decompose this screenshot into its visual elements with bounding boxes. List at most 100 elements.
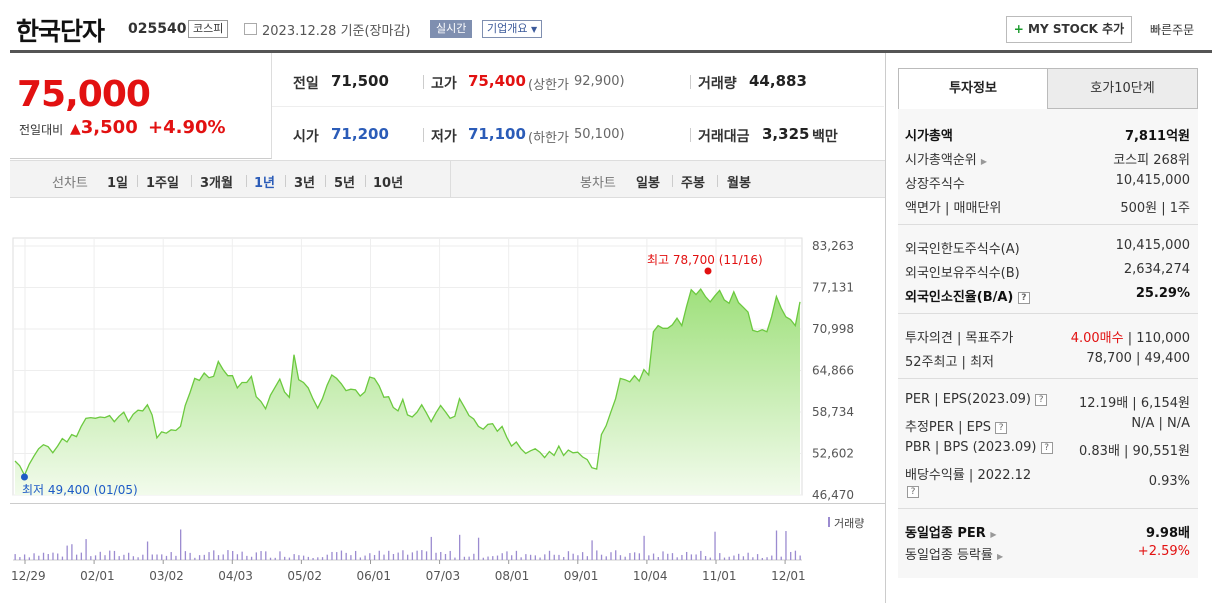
y-tick-label: 70,998 — [812, 322, 854, 336]
volume-bar — [511, 555, 513, 560]
chevron-right-icon: ▶ — [980, 157, 988, 166]
volume-bar — [104, 555, 106, 560]
tab-monthly[interactable]: 월봉 — [727, 176, 751, 191]
price-chart[interactable]: 83,263 77,131 70,998 64,866 58,734 52,602 46,4… — [10, 210, 885, 595]
volume-value: 44,883 — [749, 72, 807, 90]
volume-bar — [525, 554, 527, 560]
tab-1w[interactable]: 1주일 — [146, 176, 179, 191]
x-tick-label: 11/01 — [702, 569, 737, 583]
volume-bar — [198, 555, 201, 560]
quick-order-link[interactable]: 빠른주문 — [1150, 23, 1195, 37]
volume-bar — [449, 550, 451, 560]
tab-3y[interactable]: 3년 — [294, 176, 316, 191]
x-axis-labels: 12/29 02/01 03/02 04/03 05/02 06/01 07/03 08/01… — [11, 560, 806, 583]
volume-bar — [170, 552, 172, 560]
volume-bar — [127, 552, 130, 560]
volume-bar — [690, 554, 693, 560]
volume-bar — [411, 552, 414, 560]
add-mystock-button[interactable]: + MY STOCK 추가 — [1006, 16, 1132, 43]
help-icon[interactable]: ? — [995, 421, 1008, 434]
tab-5y[interactable]: 5년 — [334, 176, 356, 191]
volume-bar — [189, 552, 191, 560]
volume-bar — [378, 550, 380, 560]
chevron-down-icon: ▼ — [530, 25, 538, 34]
tab-3m[interactable]: 3개월 — [200, 176, 233, 191]
stock-code: 025540 — [128, 21, 187, 37]
x-tick-label: 07/03 — [426, 569, 461, 583]
company-info-dropdown[interactable]: 기업개요 ▼ — [482, 20, 543, 38]
low-annotation: 최저 49,400 (01/05) — [22, 483, 138, 497]
volume-bar — [250, 556, 253, 560]
volume-bar — [799, 555, 801, 560]
sector-change-value: +2.59% — [1137, 544, 1190, 559]
header-divider — [10, 50, 1212, 53]
volume-bar — [643, 535, 645, 560]
open-value: 71,200 — [331, 125, 389, 143]
volume-bar — [581, 552, 584, 560]
diff-amount-value: 3,500 — [80, 117, 138, 138]
volume-bar — [477, 537, 480, 560]
volume-bar — [520, 557, 522, 560]
volume-bar — [463, 556, 466, 560]
help-icon[interactable]: ? — [1040, 441, 1053, 454]
separator — [285, 175, 286, 187]
tab-1d[interactable]: 1일 — [107, 176, 129, 191]
volume-bar — [132, 556, 135, 560]
volume-bar — [42, 552, 45, 560]
volume-bar — [364, 555, 366, 560]
volume-bar — [444, 553, 447, 560]
tab-10y[interactable]: 10년 — [373, 176, 404, 191]
sector-change-label[interactable]: 동일업종 등락률 ▶ — [905, 544, 1003, 563]
tab-1y[interactable]: 1년 — [254, 176, 276, 191]
volume-bar — [288, 557, 291, 560]
sector-per-label[interactable]: 동일업종 PER ▶ — [905, 522, 996, 541]
dividend-label: 배당수익률 | 2022.12 — [905, 468, 1032, 483]
volume-bar — [203, 554, 205, 560]
volume-bar — [492, 556, 494, 560]
market-cap-rank-label[interactable]: 시가총액순위 ▶ — [905, 149, 987, 168]
chart-area-layer — [10, 288, 885, 561]
volume-bar — [326, 554, 328, 560]
low-label: 저가 — [431, 129, 457, 145]
volume-bar — [775, 530, 778, 560]
foreign-limit-label: 외국인한도주식수(A) — [905, 242, 1020, 257]
opinion-value: 4.00매수 | 110,000 — [1040, 327, 1190, 346]
volume-bar — [515, 550, 518, 560]
pbr-bps-value: 0.83배 | 90,551원 — [1079, 444, 1190, 459]
diff-percent: +4.90% — [148, 117, 226, 138]
amount-label: 거래대금 — [698, 129, 750, 145]
per-eps-label: PER | EPS(2023.09) ? — [905, 392, 1048, 407]
market-cap-value: 7,811억원 — [1124, 129, 1190, 144]
volume-bar — [695, 554, 697, 560]
volume-bar — [790, 551, 792, 560]
volume-bar — [317, 557, 319, 560]
realtime-badge[interactable]: 실시간 — [430, 20, 473, 38]
volume-bar — [383, 554, 385, 560]
tab-investment-info[interactable]: 투자정보 — [898, 68, 1048, 109]
x-tick-label: 10/04 — [633, 569, 668, 583]
volume-bar — [610, 552, 612, 560]
y-tick-label: 58,734 — [812, 405, 854, 419]
volume-bar — [454, 557, 456, 560]
per-eps-value: 12.19배 | 6,154원 — [1079, 396, 1190, 411]
y-tick-label: 77,131 — [812, 281, 854, 295]
separator — [423, 128, 424, 142]
foreign-ratio-value: 25.29% — [1135, 286, 1190, 301]
tab-order-book[interactable]: 호가10단계 — [1047, 68, 1198, 109]
help-icon[interactable]: ? — [907, 486, 919, 498]
tab-weekly[interactable]: 주봉 — [681, 176, 705, 191]
price-line — [14, 288, 801, 477]
volume-bar — [80, 552, 83, 560]
separator — [137, 175, 138, 187]
high-label: 고가 — [431, 76, 457, 92]
volume-bar — [345, 552, 347, 560]
help-icon[interactable]: ? — [1017, 291, 1030, 304]
tab-daily[interactable]: 일봉 — [636, 176, 660, 191]
y-tick-label: 83,263 — [812, 239, 854, 253]
market-cap-rank-text: 시가총액순위 — [905, 153, 977, 168]
volume-bar — [586, 556, 588, 560]
help-icon[interactable]: ? — [1035, 393, 1048, 406]
chevron-right-icon: ▶ — [997, 552, 1004, 561]
volume-bar — [354, 550, 357, 560]
pbr-bps-text: PBR | BPS (2023.09) — [905, 440, 1037, 455]
